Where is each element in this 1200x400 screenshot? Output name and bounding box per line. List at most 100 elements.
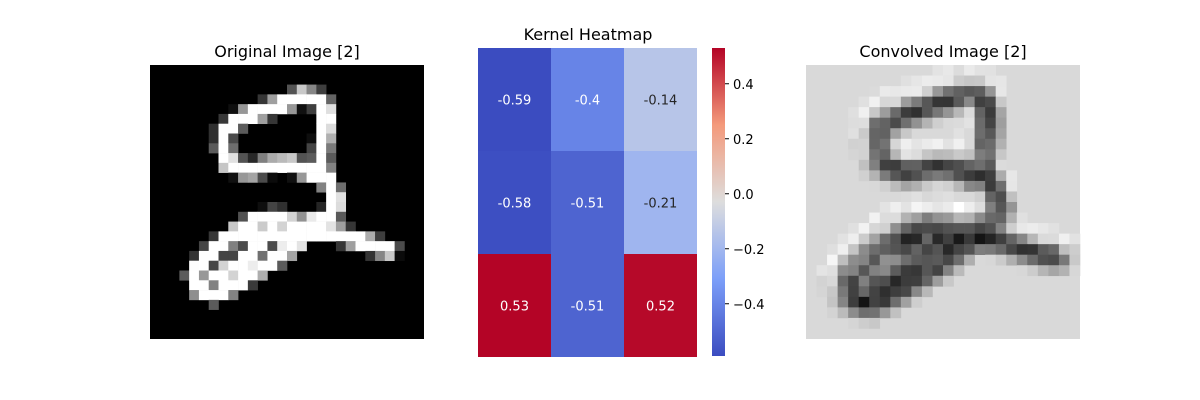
original-pixel xyxy=(306,94,317,105)
original-pixel xyxy=(287,211,298,222)
convolved-image xyxy=(806,65,1081,339)
convolved-pixel xyxy=(869,128,881,140)
original-pixel xyxy=(238,172,249,183)
original-pixel xyxy=(257,153,268,164)
convolved-pixel xyxy=(879,180,891,192)
convolved-pixel xyxy=(1048,223,1060,234)
convolved-pixel xyxy=(848,265,859,277)
convolved-pixel xyxy=(974,128,986,140)
convolved-pixel xyxy=(890,254,902,266)
convolved-pixel xyxy=(1037,244,1049,255)
original-pixel xyxy=(257,211,268,222)
original-pixel xyxy=(189,290,200,301)
convolved-pixel xyxy=(879,138,891,150)
convolved-pixel xyxy=(911,149,923,161)
convolved-pixel xyxy=(869,107,881,118)
convolved-pixel xyxy=(879,286,891,298)
convolved-pixel xyxy=(964,170,975,182)
convolved-pixel xyxy=(995,159,1007,171)
original-pixel xyxy=(296,104,307,115)
convolved-pixel xyxy=(995,138,1007,150)
original-pixel xyxy=(267,202,278,213)
colorbar-tick-label: 0.0 xyxy=(733,188,754,203)
convolved-pixel xyxy=(858,96,870,108)
convolved-pixel xyxy=(890,307,902,319)
convolved-pixel xyxy=(985,75,996,87)
convolved-pixel xyxy=(869,180,881,192)
original-pixel xyxy=(198,241,210,252)
convolved-pixel xyxy=(932,149,944,161)
convolved-pixel xyxy=(932,96,944,108)
colorbar-tick-label: 0.2 xyxy=(733,133,754,148)
original-pixel xyxy=(208,133,219,144)
original-pixel xyxy=(287,84,298,95)
convolved-pixel xyxy=(1058,233,1070,245)
original-pixel xyxy=(277,241,288,252)
original-pixel xyxy=(375,250,386,262)
original-pixel xyxy=(267,94,278,105)
original-pixel xyxy=(257,260,268,271)
original-pixel xyxy=(228,231,239,242)
original-pixel xyxy=(257,104,268,115)
original-pixel xyxy=(238,221,249,232)
original-pixel xyxy=(267,104,278,115)
original-pixel xyxy=(257,270,268,281)
original-pixel xyxy=(296,84,307,95)
convolved-pixel xyxy=(953,202,965,213)
convolved-pixel xyxy=(879,275,891,287)
original-pixel xyxy=(198,260,210,271)
original-pixel xyxy=(228,104,239,115)
colorbar: 0.4 0.2 0.0 −0.2 −0.4 xyxy=(712,48,765,356)
heatmap-cell xyxy=(624,151,697,254)
original-pixel xyxy=(208,270,219,281)
original-pixel xyxy=(335,241,347,252)
original-pixel xyxy=(267,250,278,262)
convolved-pixel xyxy=(848,307,859,319)
convolved-pixel xyxy=(848,149,859,161)
heatmap-cell xyxy=(478,254,551,357)
convolved-pixel xyxy=(890,265,902,277)
original-pixel xyxy=(365,241,376,252)
heatmap-cell xyxy=(624,48,697,151)
original-pixel xyxy=(316,211,327,222)
convolved-pixel xyxy=(890,286,902,298)
original-pixel xyxy=(296,153,307,164)
original-pixel xyxy=(247,280,258,291)
convolved-pixel xyxy=(848,286,859,298)
convolved-pixel xyxy=(879,233,891,245)
original-pixel xyxy=(316,123,327,134)
convolved-pixel xyxy=(943,75,954,87)
convolved-pixel xyxy=(890,212,902,224)
convolved-pixel xyxy=(869,149,881,161)
convolved-pixel xyxy=(1006,223,1018,234)
convolved-pixel xyxy=(985,86,996,97)
convolved-pixel xyxy=(943,180,954,192)
convolved-pixel xyxy=(1016,212,1028,224)
convolved-pixel xyxy=(943,244,954,255)
convolved-pixel xyxy=(1048,265,1060,277)
convolved-pixel xyxy=(900,212,912,224)
convolved-pixel xyxy=(890,128,902,140)
convolved-pixel xyxy=(1069,233,1081,245)
original-pixel xyxy=(208,290,219,301)
original-image xyxy=(150,65,424,339)
original-pixel xyxy=(208,231,219,242)
convolved-pixel xyxy=(995,149,1007,161)
convolved-pixel xyxy=(900,275,912,287)
convolved-pixel xyxy=(858,107,870,118)
convolved-pixel xyxy=(921,138,933,150)
original-pixel xyxy=(218,280,229,291)
convolved-pixel xyxy=(932,117,944,129)
convolved-pixel xyxy=(985,223,996,234)
convolved-pixel xyxy=(974,212,986,224)
original-pixel xyxy=(316,133,327,144)
convolved-pixel xyxy=(900,233,912,245)
convolved-pixel xyxy=(858,275,870,287)
convolved-pixel xyxy=(1069,244,1081,255)
original-pixel xyxy=(257,231,268,242)
convolved-pixel xyxy=(858,244,870,255)
convolved-pixel xyxy=(943,212,954,224)
convolved-pixel xyxy=(953,223,965,234)
convolved-pixel xyxy=(900,202,912,213)
original-pixel xyxy=(257,94,268,105)
